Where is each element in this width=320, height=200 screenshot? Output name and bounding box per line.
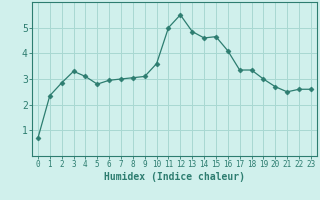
X-axis label: Humidex (Indice chaleur): Humidex (Indice chaleur) xyxy=(104,172,245,182)
